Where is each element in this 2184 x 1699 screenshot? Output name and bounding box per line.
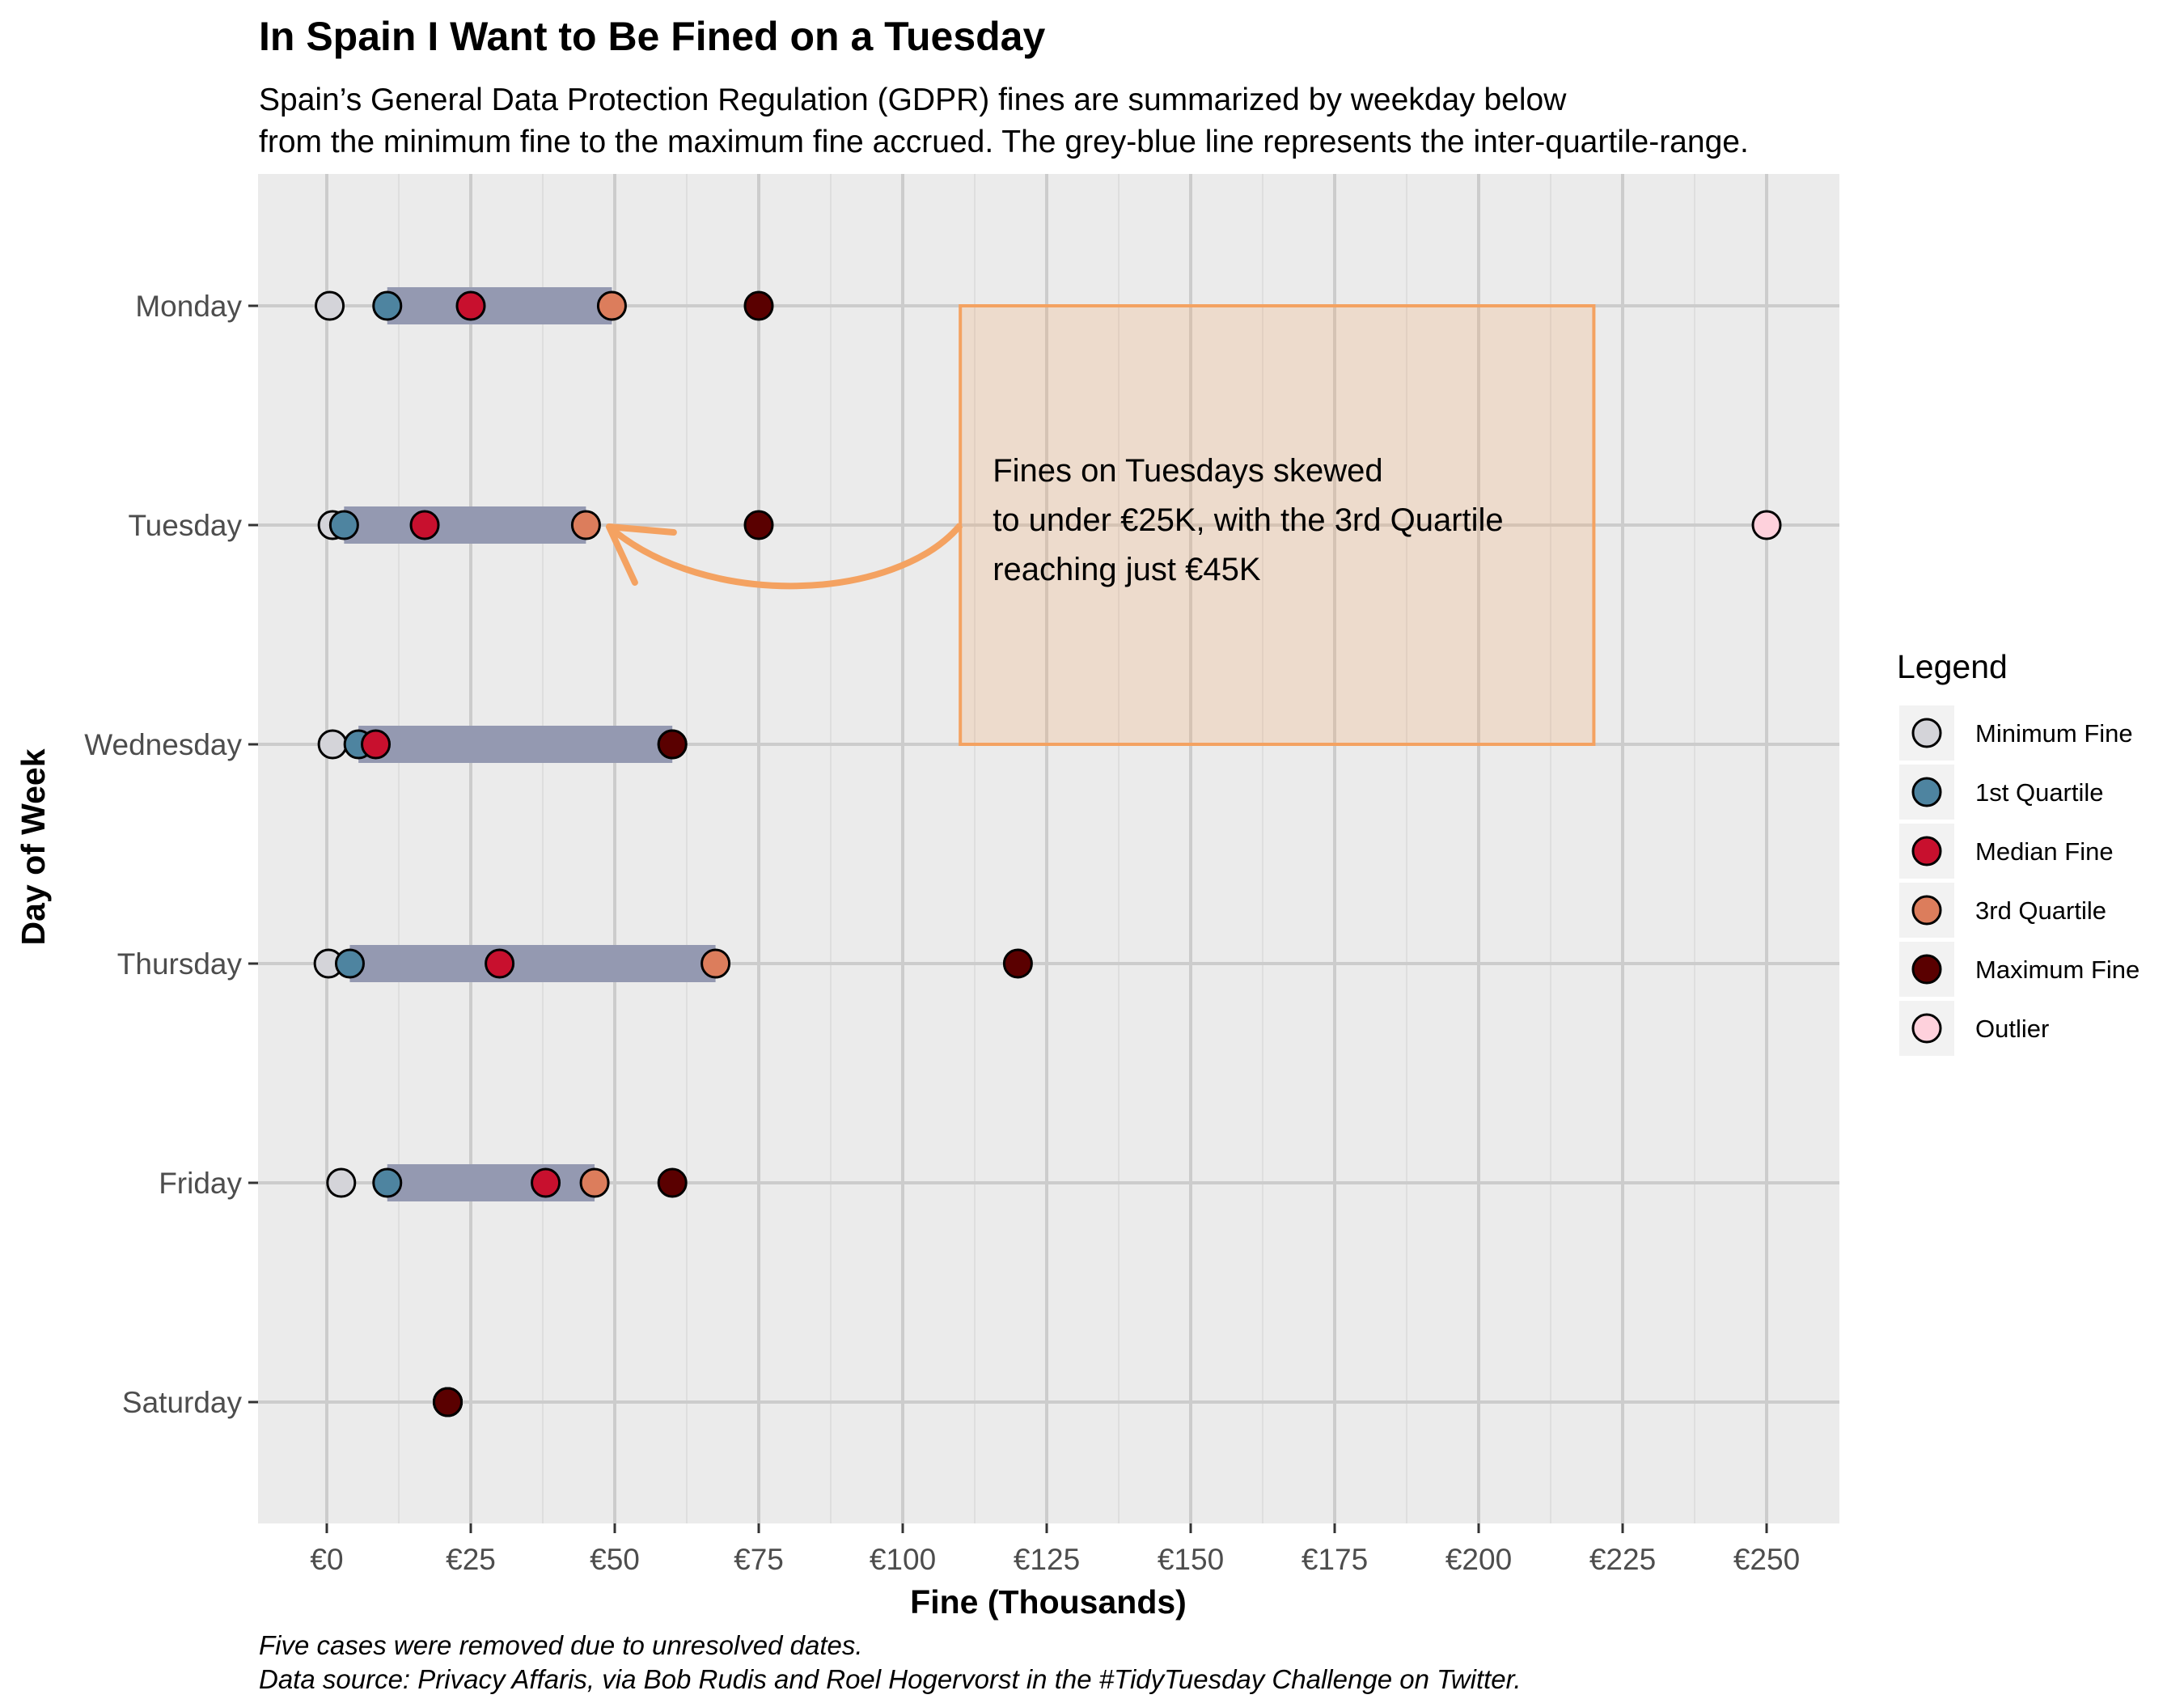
x-tick-label: €75: [734, 1543, 784, 1576]
x-tick-label: €100: [870, 1543, 936, 1576]
x-tick-label: €0: [310, 1543, 343, 1576]
point-median-fine: [409, 510, 440, 540]
caption-line-1: Five cases were removed due to unresolve…: [259, 1630, 863, 1660]
x-tick-label: €200: [1445, 1543, 1512, 1576]
legend-title: Legend: [1897, 648, 2008, 685]
x-tick-label: €50: [590, 1543, 640, 1576]
legend-label: Maximum Fine: [1975, 955, 2140, 984]
y-tick-label: Thursday: [117, 947, 243, 981]
point-3rd-quartile: [596, 290, 627, 321]
chart-subtitle-line-2: from the minimum fine to the maximum fin…: [259, 125, 1749, 159]
annotation-box: [959, 304, 1596, 746]
annotation-arrow: [607, 523, 963, 590]
point-median-fine: [531, 1167, 561, 1198]
legend-label: Median Fine: [1975, 837, 2114, 866]
legend-label: 3rd Quartile: [1975, 896, 2106, 925]
legend-key-maximum-fine: [1911, 954, 1942, 985]
legend-key-median-fine: [1911, 836, 1942, 866]
legend-label: Minimum Fine: [1975, 719, 2133, 748]
x-axis: €0 €25 €50 €75 €100 €125 €150 €175 €200 €225 €250: [310, 1523, 1800, 1576]
point-minimum-fine: [317, 729, 348, 760]
point-3rd-quartile: [579, 1167, 610, 1198]
point-maximum-fine: [743, 290, 774, 321]
x-tick-label: €25: [446, 1543, 496, 1576]
annotation-text-line: to under €25K, with the 3rd Quartile: [993, 502, 1503, 538]
point-maximum-fine: [1002, 948, 1033, 979]
annotation: Fines on Tuesdays skewed to under €25K, w…: [605, 304, 1596, 746]
legend-key-1st-quartile: [1911, 777, 1942, 807]
point-maximum-fine: [657, 729, 688, 760]
x-axis-title: Fine (Thousands): [910, 1583, 1187, 1621]
point-median-fine: [361, 729, 392, 760]
point-outlier: [1751, 510, 1782, 540]
point-maximum-fine: [657, 1167, 688, 1198]
point-1st-quartile: [372, 1167, 403, 1198]
point-minimum-fine: [326, 1167, 357, 1198]
annotation-text-line: Fines on Tuesdays skewed: [993, 453, 1382, 489]
point-3rd-quartile: [700, 948, 731, 979]
y-tick-label: Monday: [135, 290, 242, 323]
legend: Legend Minimum Fine 1st Quartile Median Fi…: [1897, 648, 2140, 1056]
plot-panel: [258, 174, 1839, 1523]
point-1st-quartile: [334, 948, 365, 979]
y-tick-label: Wednesday: [84, 728, 242, 761]
chart-title: In Spain I Want to Be Fined on a Tuesday: [259, 14, 1045, 59]
legend-key-outlier: [1911, 1013, 1942, 1044]
point-1st-quartile: [328, 510, 359, 540]
y-tick-label: Saturday: [122, 1386, 243, 1419]
x-tick-label: €125: [1014, 1543, 1080, 1576]
chart-subtitle-line-1: Spain’s General Data Protection Regulati…: [259, 83, 1567, 117]
legend-key-3rd-quartile: [1911, 895, 1942, 926]
y-tick-label: Tuesday: [128, 509, 242, 542]
annotation-arrowhead: [605, 523, 677, 586]
legend-label: Outlier: [1975, 1015, 2049, 1043]
caption-line-2: Data source: Privacy Affaris, via Bob Ru…: [259, 1664, 1522, 1694]
point-maximum-fine: [743, 510, 774, 540]
y-axis: Monday Tuesday Wednesday Thursday Friday Satu…: [84, 290, 258, 1419]
y-tick-label: Friday: [159, 1167, 242, 1200]
x-tick-label: €150: [1158, 1543, 1224, 1576]
y-axis-title: Day of Week: [15, 748, 52, 945]
data-points: [313, 290, 1782, 1417]
x-tick-label: €225: [1589, 1543, 1656, 1576]
point-maximum-fine: [433, 1387, 463, 1417]
point-median-fine: [485, 948, 515, 979]
point-3rd-quartile: [570, 510, 601, 540]
x-tick-label: €175: [1302, 1543, 1368, 1576]
annotation-text-line: reaching just €45K: [993, 552, 1261, 587]
point-median-fine: [455, 290, 486, 321]
legend-key-minimum-fine: [1911, 718, 1942, 748]
point-minimum-fine: [315, 290, 345, 321]
point-1st-quartile: [372, 290, 403, 321]
legend-label: 1st Quartile: [1975, 778, 2104, 807]
x-tick-label: €250: [1733, 1543, 1800, 1576]
